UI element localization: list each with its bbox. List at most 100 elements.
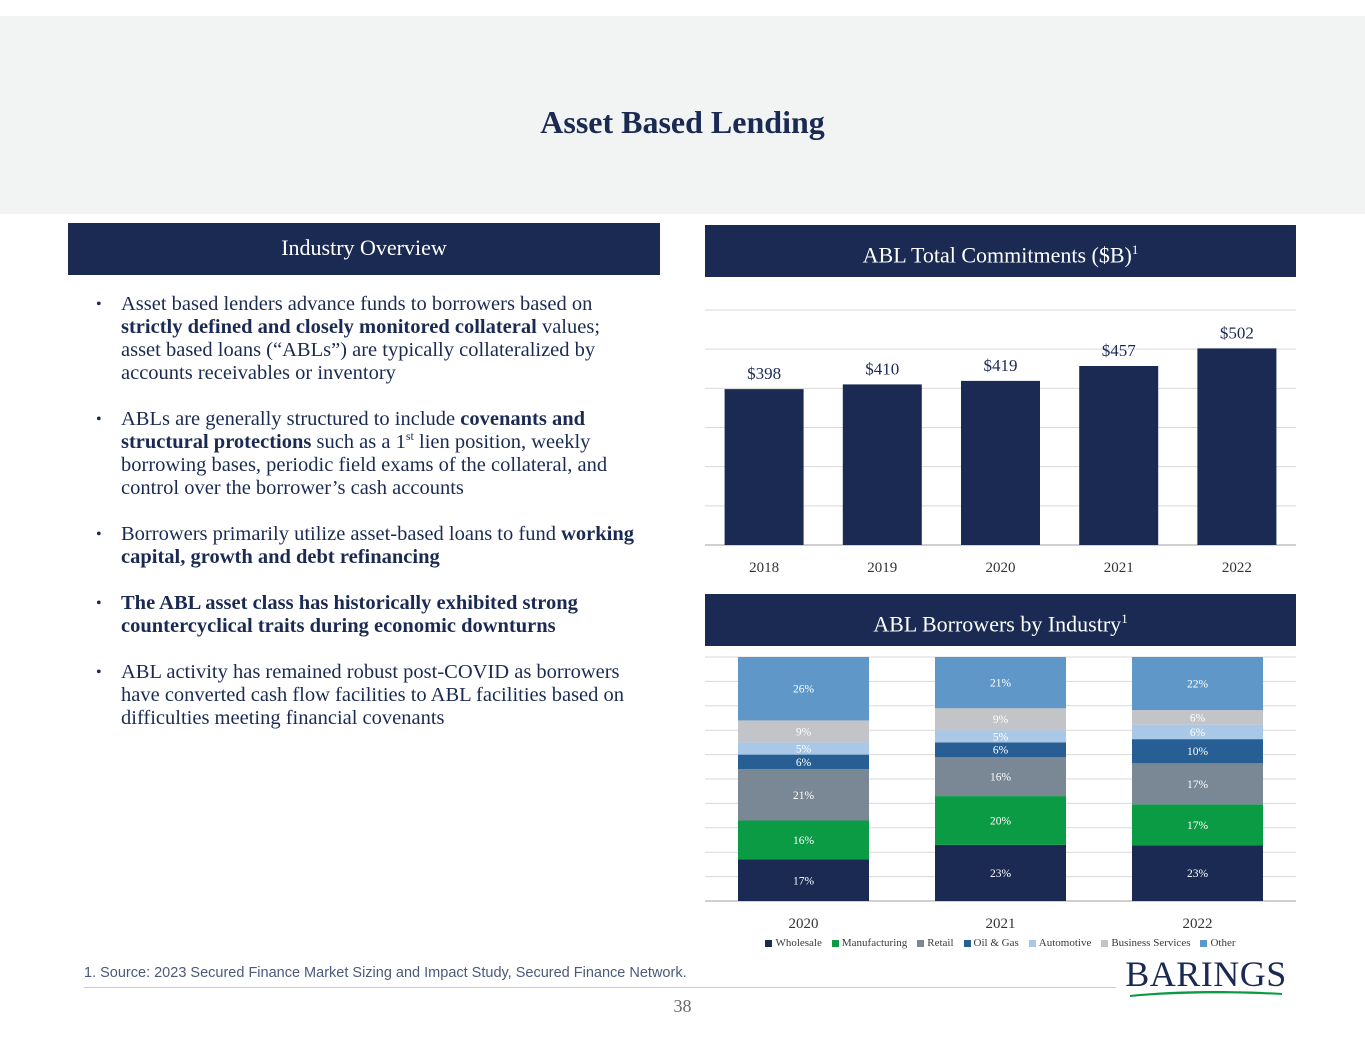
industry-segment-label: 16% — [793, 835, 815, 847]
commitments-bar-chart: $398 2018 $410 2019 $419 2020 $457 2021 $502 2022 — [705, 309, 1296, 576]
source-footnote: 1. Source: 2023 Secured Finance Market S… — [84, 965, 687, 981]
industry-segment — [935, 657, 1066, 709]
industry-segment — [935, 742, 1066, 758]
bullet-emphasis: strictly defined and closely monitored c… — [121, 316, 537, 338]
industry-segment-label: 26% — [793, 684, 815, 696]
industry-segment — [935, 730, 1066, 743]
industry-segment — [1132, 763, 1263, 805]
commitments-chart-header: ABL Total Commitments ($B)1 — [705, 225, 1296, 277]
commitment-year-tick: 2021 — [1104, 560, 1134, 576]
legend-swatch — [1028, 939, 1036, 947]
bullet-text: st — [405, 429, 414, 444]
legend-item: Retail — [917, 937, 954, 949]
legend-label: Wholesale — [775, 937, 822, 949]
commitments-footnote-marker: 1 — [1131, 242, 1139, 257]
industry-segment-label: 17% — [1187, 779, 1209, 791]
industry-segment-label: 16% — [990, 772, 1012, 784]
industry-segment — [1132, 724, 1263, 740]
bullet-dot: • — [96, 664, 102, 681]
industry-segment-label: 10% — [1187, 746, 1209, 758]
overview-bullet: • Asset based lenders advance funds to bo… — [96, 293, 636, 385]
industry-stacked-bar-chart: 17%16%21%6%5%9%26%202023%20%16%6%5%9%21%… — [705, 656, 1296, 932]
industry-overview-header: Industry Overview — [68, 223, 660, 275]
commitment-data-label: $410 — [865, 359, 899, 378]
industry-segment-label: 6% — [993, 745, 1009, 757]
page-number: 38 — [673, 996, 692, 1016]
commitment-year-tick: 2018 — [749, 560, 779, 576]
legend-label: Oil & Gas — [973, 937, 1019, 949]
industry-segment — [1132, 804, 1263, 846]
barings-logo-text: BARINGS — [1126, 954, 1286, 994]
legend-swatch — [831, 939, 839, 947]
legend-item: Automotive — [1028, 937, 1092, 949]
commitment-bar — [961, 380, 1040, 545]
bullet-text: Borrowers primarily utilize asset-based … — [121, 523, 562, 545]
industry-year-tick: 2021 — [986, 916, 1016, 932]
industry-segment — [738, 742, 869, 755]
industry-segment — [1132, 657, 1263, 711]
bullet-emphasis: covenants and structural protections — [121, 408, 586, 453]
industry-segment-label: 17% — [1187, 820, 1209, 832]
bullet-dot: • — [96, 296, 102, 313]
legend-item: Other — [1200, 937, 1236, 949]
footer-divider — [84, 987, 1116, 988]
commitment-data-label: $419 — [984, 356, 1018, 375]
industry-overview-header-label: Industry Overview — [281, 235, 447, 260]
industry-segment-label: 21% — [793, 790, 815, 802]
legend-item: Oil & Gas — [963, 937, 1019, 949]
legend-label: Automotive — [1038, 937, 1092, 949]
industry-segment — [935, 757, 1066, 797]
legend-swatch — [765, 939, 773, 947]
bullet-dot: • — [96, 411, 102, 428]
commitments-chart-header-label: ABL Total Commitments ($B) — [862, 242, 1132, 268]
industry-segment-label: 6% — [796, 757, 812, 769]
bullet-dot: • — [96, 595, 102, 612]
industry-segment-label: 9% — [796, 726, 812, 738]
legend-swatch — [917, 939, 925, 947]
legend-swatch — [1101, 939, 1109, 947]
industry-year-tick: 2020 — [789, 916, 819, 932]
commitment-data-label: $398 — [747, 364, 781, 383]
commitment-bar — [1197, 348, 1277, 545]
legend-item: Manufacturing — [831, 937, 908, 949]
industry-segment-label: 22% — [1187, 679, 1209, 691]
legend-label: Business Services — [1111, 937, 1191, 949]
commitment-year-tick: 2019 — [867, 560, 897, 576]
industry-segment-label: 5% — [993, 731, 1009, 743]
bullet-dot: • — [96, 526, 102, 543]
industry-segment — [738, 859, 869, 901]
legend-item: Wholesale — [765, 937, 822, 949]
industry-segment-label: 20% — [990, 815, 1012, 827]
commitment-bar — [1079, 366, 1159, 545]
bullet-text: lien position, weekly borrowing bases, p… — [121, 431, 608, 499]
bullet-text: values; asset based loans (“ABLs”) are t… — [121, 316, 601, 384]
industry-segment-label: 23% — [1187, 868, 1209, 880]
industry-chart-legend: Wholesale Manufacturing Retail Oil & Gas Aut… — [705, 937, 1296, 949]
industry-segment-label: 23% — [990, 868, 1012, 880]
legend-label: Manufacturing — [841, 937, 908, 949]
overview-bullet: • Borrowers primarily utilize asset-based… — [96, 523, 636, 569]
industry-segment — [935, 708, 1066, 731]
overview-bullet: • ABLs are generally structured to includ… — [96, 408, 636, 500]
industry-segment — [738, 754, 869, 770]
industry-chart-header-label: ABL Borrowers by Industry — [873, 611, 1122, 637]
industry-segment — [1132, 845, 1263, 901]
title-band — [0, 16, 1365, 214]
legend-swatch — [963, 939, 971, 947]
bullet-emphasis: working capital, growth and debt refinan… — [121, 523, 634, 568]
commitment-bar — [842, 384, 922, 545]
commitment-data-label: $502 — [1220, 323, 1254, 342]
industry-segment-label: 17% — [793, 875, 815, 887]
commitment-year-tick: 2022 — [1222, 560, 1252, 576]
industry-segment-label: 9% — [993, 714, 1009, 726]
commitment-bar — [724, 389, 804, 545]
industry-overview-list: • Asset based lenders advance funds to bo… — [96, 293, 636, 753]
industry-segment-label: 5% — [796, 744, 812, 756]
industry-segment — [935, 796, 1066, 845]
industry-segment — [738, 769, 869, 821]
legend-label: Retail — [927, 937, 954, 949]
bullet-text: ABL activity has remained robust post-CO… — [121, 661, 625, 729]
legend-item: Business Services — [1101, 937, 1190, 949]
commitment-data-label: $457 — [1102, 341, 1137, 360]
industry-chart-header: ABL Borrowers by Industry1 — [705, 594, 1296, 646]
